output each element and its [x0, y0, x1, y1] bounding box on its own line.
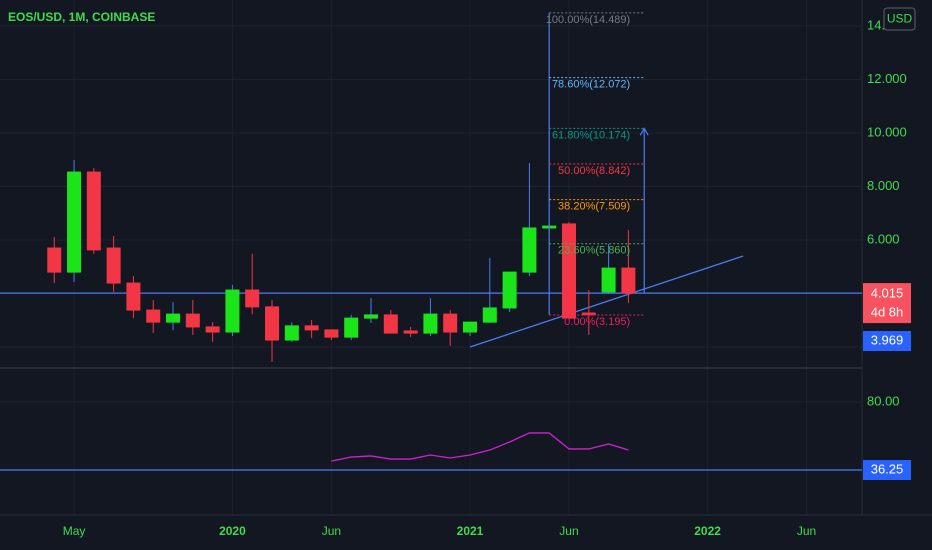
candle-body [621, 267, 636, 294]
candle-body [443, 313, 458, 333]
last-price-box [863, 283, 911, 324]
chart-title: EOS/USD, 1M, COINBASE [8, 10, 155, 24]
indicator-level-label: 36.25 [871, 461, 904, 476]
x-tick-label: Jun [559, 524, 578, 538]
candle-body [344, 317, 359, 338]
y-tick-label: 8.000 [867, 178, 900, 193]
candle-body [245, 289, 260, 308]
candle-body [502, 271, 517, 309]
y-tick-label: 10.000 [867, 124, 907, 139]
candle-body [304, 325, 319, 331]
candle-body [265, 306, 280, 341]
x-tick-label: 2021 [457, 524, 484, 538]
candle-body [225, 289, 240, 333]
y-tick-label: 12.000 [867, 71, 907, 86]
fib-label: 100.00%(14.489) [546, 14, 630, 26]
fib-label: 23.60%(5.860) [558, 245, 630, 257]
countdown-label: 4d 8h [871, 305, 904, 320]
currency-label[interactable]: USD [887, 12, 913, 26]
fib-label: 38.20%(7.509) [558, 201, 630, 213]
bid-price-box [863, 331, 911, 351]
indicator-level-box [863, 460, 911, 481]
candle-body [581, 312, 596, 316]
candle-body [284, 325, 299, 341]
fib-label: 50.00%(8.842) [558, 165, 630, 177]
candle-body [403, 330, 418, 334]
candle-body [324, 329, 339, 338]
candle-body [463, 321, 478, 333]
indicator-line [331, 432, 629, 462]
x-tick-label: May [63, 524, 86, 538]
candle-body [67, 171, 82, 273]
trendline [469, 255, 744, 348]
fib-arrow-head [639, 127, 649, 136]
candle-body [146, 309, 161, 323]
x-tick-label: 2020 [219, 524, 246, 538]
grid [0, 0, 862, 515]
currency-button[interactable]: USD [883, 7, 916, 31]
candle-body [205, 326, 220, 333]
candle-body [522, 227, 537, 273]
x-tick-label: Jun [322, 524, 341, 538]
candle-body [423, 313, 438, 334]
candle-body [86, 171, 101, 251]
y-tick-label: 6.000 [867, 231, 900, 246]
candle-body [383, 314, 398, 334]
candle-body [601, 267, 616, 293]
y-tick-label: 80.00 [867, 393, 900, 408]
last-price-label: 4.015 [871, 286, 904, 301]
fib-label: 78.60%(12.072) [552, 78, 630, 90]
candle-body [106, 247, 121, 284]
x-tick-label: Jun [797, 524, 816, 538]
candle-body [126, 282, 141, 311]
candle-body [185, 313, 200, 328]
plot: May2020Jun2021Jun2022Jun2.0006.0008.0001… [0, 12, 911, 538]
currency-button-box[interactable] [883, 7, 916, 31]
candle-body [364, 314, 379, 319]
fib-label: 61.80%(10.174) [552, 129, 630, 141]
candle-body [561, 223, 576, 319]
candle-body [47, 247, 62, 273]
candle-body [166, 313, 181, 323]
x-tick-label: 2022 [694, 524, 721, 538]
fib-label: 0.00%(3.195) [564, 316, 630, 328]
candle-body [482, 307, 497, 323]
bid-price-label: 3.969 [871, 332, 904, 347]
